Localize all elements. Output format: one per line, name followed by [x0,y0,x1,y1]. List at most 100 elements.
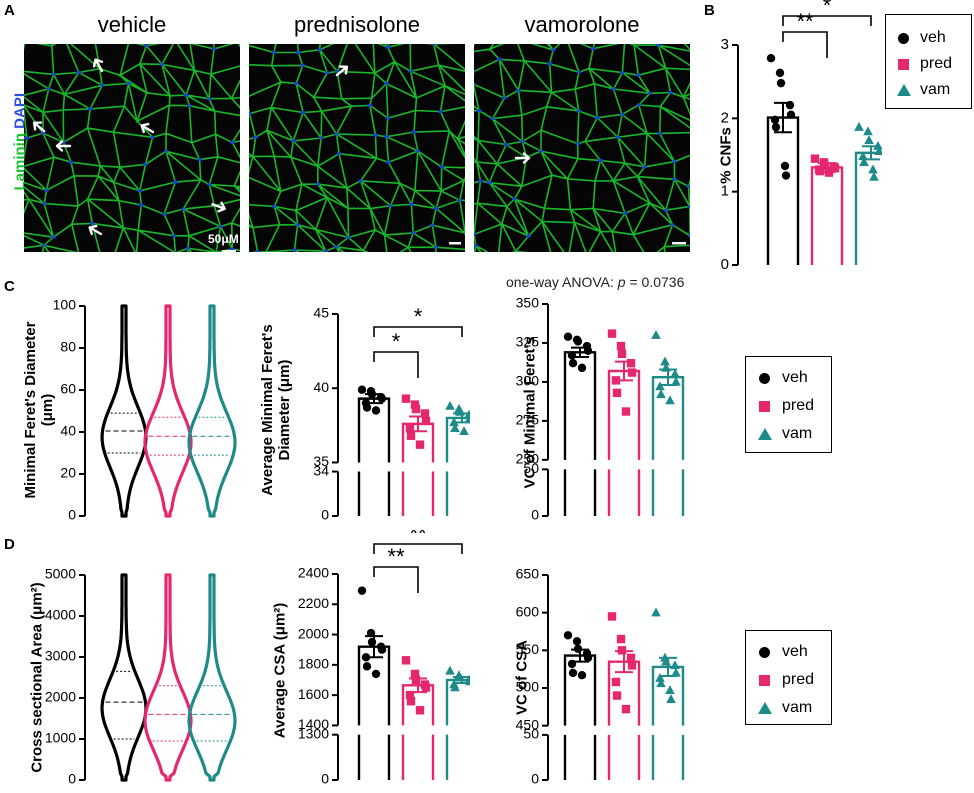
data-point [357,385,367,394]
y-tick-label: 50 [523,726,539,742]
nucleus [636,103,642,107]
nucleus [180,207,186,211]
data-point [815,166,825,176]
triangle-icon [758,428,772,440]
circle-icon [759,373,770,384]
data-point [660,356,670,366]
nucleus [373,133,378,137]
nucleus [138,203,144,207]
significance-label: * [392,329,401,354]
data-point [616,341,626,351]
data-point [583,653,593,663]
data-point [671,376,681,386]
nucleus [431,44,437,46]
nucleus [173,251,178,252]
data-point [377,645,387,654]
data-point [859,157,869,167]
anova-p: p [617,274,626,290]
data-point [449,417,459,427]
data-point [617,349,627,359]
y-tick-label: 3 [721,36,729,53]
ylabel-feret-violin: Minimal Feret's Diameter (μm) [22,321,56,499]
violin-vam [187,304,237,518]
data-point [405,690,415,700]
ylabel-csa-vc: VC of CSA [513,640,531,715]
data-point [568,668,578,678]
nucleus [474,70,476,74]
nucleus [24,136,30,140]
nucleus [598,158,603,163]
data-point [824,168,834,177]
significance-label: * [823,0,832,18]
nucleus [672,177,677,181]
nucleus [670,223,675,227]
arrow-icon [92,58,104,73]
nucleus [197,158,203,162]
anova-text: one-way ANOVA: p = 0.0736 [506,274,684,290]
nucleus [333,245,339,249]
data-point [411,675,421,685]
significance-label: ** [796,9,814,34]
nucleus [668,90,673,95]
y-tick-label: 0 [531,507,539,523]
nucleus [386,160,391,164]
data-point [362,662,372,671]
bar-pred-lower [401,471,435,516]
nucleus [295,223,300,227]
data-point [661,362,671,372]
arrow-icon [335,65,349,77]
data-point [563,332,573,341]
nucleus [334,132,339,136]
data-point [656,389,666,399]
significance-label: ** [409,530,427,546]
y-tick-label: 0 [68,507,76,523]
bar-vam-lower [651,469,685,516]
nucleus [474,244,479,248]
legend-c: veh pred vam [745,356,832,453]
panel-label-b: B [704,2,715,19]
nucleus [323,249,329,252]
significance-bracket [373,566,419,593]
nucleus [415,149,421,153]
data-point [421,683,431,692]
bar-vam-lower [445,734,449,780]
data-point [786,110,796,119]
ylabel-feret-vc: VC of Minimal Feret's [521,336,539,489]
micrograph-vehicle: 50μM [24,44,240,252]
laminin-membrane [474,44,690,252]
significance-label: ** [387,544,405,569]
nucleus [575,142,581,146]
nucleus [315,182,321,186]
nucleus [384,82,389,86]
panel-label-a: A [4,2,15,19]
y-tick-label: 450 [516,716,540,732]
bar-veh-lower [563,734,597,780]
nucleus [211,47,217,51]
legend-label-veh: veh [782,369,808,386]
nucleus [409,202,414,206]
nucleus [300,63,305,67]
nucleus [526,234,531,238]
bar-vam [854,151,882,265]
nucleus [457,198,463,202]
data-point [656,678,666,688]
data-point [401,656,411,665]
data-point [869,171,879,181]
y-tick-label: 550 [516,641,540,657]
y-tick-label: 1 [721,183,729,200]
legend-b: veh pred vam [885,14,972,109]
data-point [781,171,791,180]
data-point [367,389,377,399]
data-point [864,135,874,145]
data-point [626,653,636,663]
nucleus [512,197,517,201]
data-point [665,685,675,694]
nucleus [161,212,167,216]
data-point [573,644,583,654]
y-tick-label: 1300 [298,725,329,741]
data-point [670,660,680,670]
nucleus [594,116,600,120]
arrow-icon [55,140,72,152]
ylabel-csa-violin: Cross sectional Area (μm²) [28,582,46,773]
